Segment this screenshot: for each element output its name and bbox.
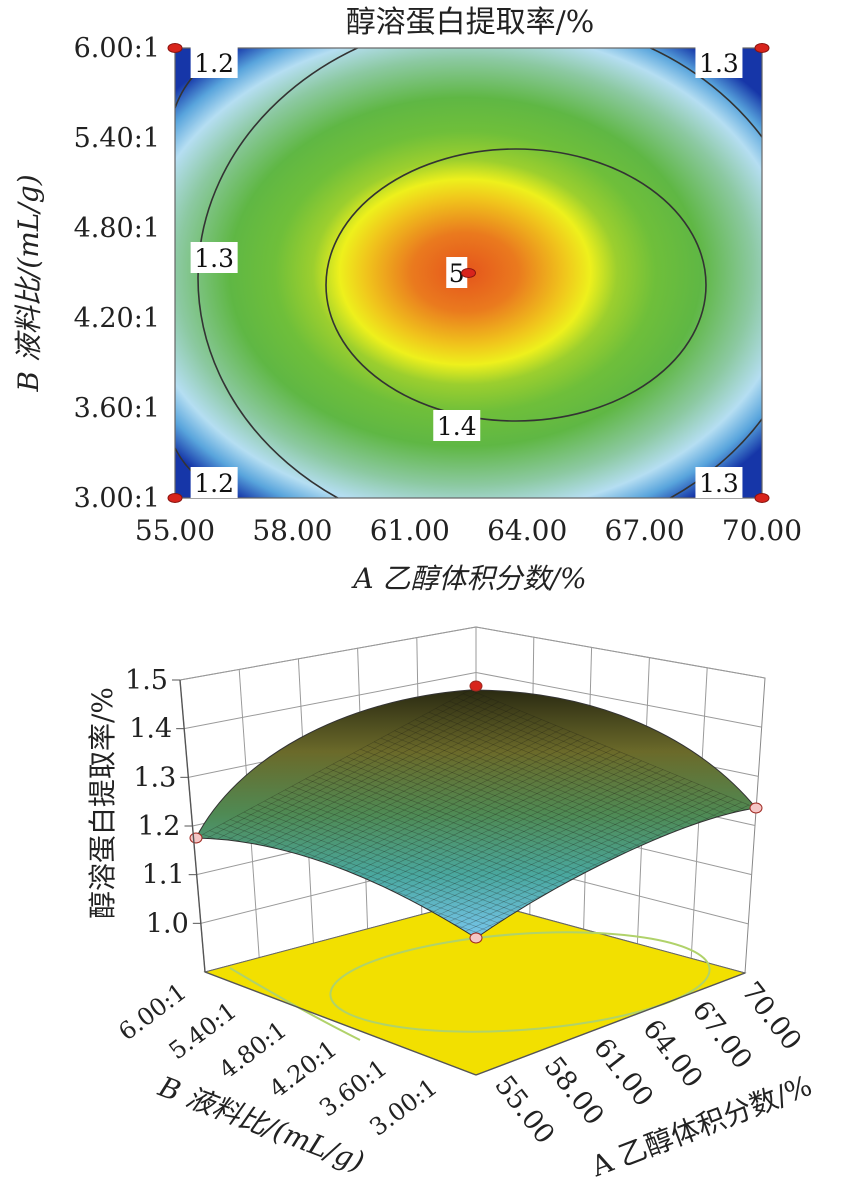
z-tick-label: 1.1 xyxy=(142,860,185,891)
contour-label-box xyxy=(446,257,468,288)
surface-design-point xyxy=(189,832,203,844)
front-edge-right xyxy=(475,972,746,1076)
contour-label-box xyxy=(190,47,238,78)
z-tick-label: 1.3 xyxy=(133,762,176,793)
x-tick-label: 58.00 xyxy=(252,514,332,547)
z-tick-label: 1.0 xyxy=(146,908,189,939)
contour-label-box xyxy=(695,47,743,78)
x-tick-label: 61.00 xyxy=(370,514,450,547)
y-tick-label: 4.80:1 xyxy=(74,213,160,244)
design-point xyxy=(461,268,476,278)
contour-label: 5 xyxy=(449,259,465,288)
x-tick-label: 64.00 xyxy=(487,514,567,547)
contour-frame xyxy=(174,47,763,499)
design-point xyxy=(167,493,183,503)
contour-chart: 醇溶蛋白提取率/% 1.2 1.3 1.3 5 1.4 1.2 1.3 55.00 58.00… xyxy=(12,5,802,595)
y-tick-label: 6.00:1 xyxy=(74,33,160,64)
contour-label: 1.4 xyxy=(437,412,477,441)
surface-design-point xyxy=(749,802,763,814)
surface-chart: 1.01.11.21.31.41.5 6.00:15.40:14.80:14.2… xyxy=(86,626,816,1184)
x-axis-label: A 乙醇体积分数/% xyxy=(350,562,586,595)
y-tick-label: 3.60:1 xyxy=(74,393,160,424)
contour-label: 1.2 xyxy=(194,49,234,78)
surface-design-point xyxy=(469,932,483,944)
surface-design-point xyxy=(469,680,483,692)
z-axis-label: 醇溶蛋白提取率/% xyxy=(86,687,119,919)
contour-label: 1.3 xyxy=(194,244,234,273)
y-axis-label: B 液料比/(mL/g) xyxy=(12,174,45,392)
contour-label: 1.2 xyxy=(194,469,234,498)
y-tick-label: 4.20:1 xyxy=(74,303,160,334)
design-point xyxy=(754,43,770,53)
contour-label-box xyxy=(190,467,238,498)
z-tick-label: 1.2 xyxy=(138,811,181,842)
x-tick-label: 67.00 xyxy=(605,514,685,547)
y-tick-label: 3.00:1 xyxy=(74,483,160,514)
contour-line-1.4 xyxy=(325,148,707,422)
design-point xyxy=(167,43,183,53)
contour-label-box xyxy=(433,410,481,441)
contour-label-box xyxy=(695,467,743,498)
z-tick-label: 1.4 xyxy=(129,714,172,745)
contour-label: 1.3 xyxy=(699,469,739,498)
floor-contour xyxy=(329,931,711,1033)
front-edge-left xyxy=(204,971,477,1076)
contour-line-1.3 xyxy=(197,48,762,498)
z-tick-label: 1.5 xyxy=(125,665,168,696)
design-point xyxy=(754,493,770,503)
x-tick-label: 70.00 xyxy=(722,514,802,547)
contour-label-box xyxy=(190,242,238,273)
y-tick-label: 5.40:1 xyxy=(74,123,160,154)
x-tick-label: 55.00 xyxy=(135,514,215,547)
chart-title: 醇溶蛋白提取率/% xyxy=(346,5,595,40)
contour-label: 1.3 xyxy=(699,49,739,78)
